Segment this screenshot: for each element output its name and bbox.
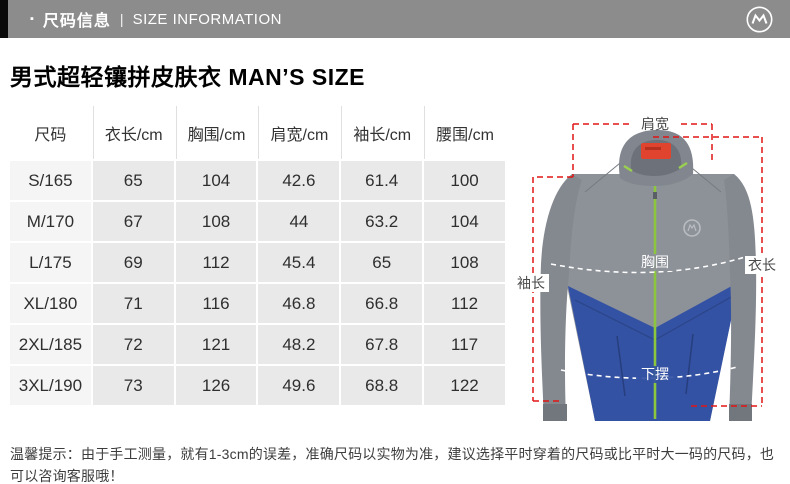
section-title-en: SIZE INFORMATION — [132, 10, 282, 28]
size-row-3xl: 3XL/190 73 126 49.6 68.8 122 — [10, 366, 505, 405]
chest-label: 胸围 — [641, 254, 669, 270]
section-header-bar: ▪ 尺码信息 | SIZE INFORMATION — [0, 0, 790, 38]
table-cell: L/175 — [10, 243, 91, 282]
table-cell: 68.8 — [341, 366, 423, 405]
brand-m-circle-logo-icon — [746, 6, 773, 33]
shoulder-width-label: 肩宽 — [641, 116, 669, 132]
sleeve-length-label: 袖长 — [517, 275, 545, 291]
section-title-cn: 尺码信息 — [42, 13, 111, 30]
table-cell: 121 — [175, 325, 257, 364]
page-title: 男式超轻镶拼皮肤衣 MAN’S SIZE — [10, 64, 366, 90]
table-cell: 112 — [424, 284, 505, 323]
left-cuff — [543, 404, 567, 421]
table-cell: XL/180 — [10, 284, 91, 323]
table-cell: 66.8 — [341, 284, 423, 323]
table-cell: 122 — [424, 366, 505, 405]
table-cell: 44 — [258, 202, 340, 241]
table-cell: 71 — [92, 284, 174, 323]
col-header-size: 尺码 — [10, 106, 91, 159]
table-cell: 45.4 — [258, 243, 340, 282]
table-cell: S/165 — [10, 161, 91, 200]
table-cell: 73 — [92, 366, 174, 405]
table-cell: 108 — [175, 202, 257, 241]
table-cell: 112 — [175, 243, 257, 282]
collar-green-accents — [623, 161, 688, 173]
table-cell: 46.8 — [258, 284, 340, 323]
main-content: 尺码 衣长/cm 胸围/cm 肩宽/cm 袖长/cm 腰围/cm S/165 6… — [0, 104, 790, 436]
table-cell: 65 — [341, 243, 423, 282]
zipper-pull — [653, 192, 657, 199]
col-header-sleeve: 袖长/cm — [341, 106, 423, 159]
title-separator: | — [119, 11, 124, 27]
table-cell: 100 — [424, 161, 505, 200]
chest-dashed-line — [550, 256, 746, 274]
col-header-waist: 腰围/cm — [424, 106, 505, 159]
size-row-l: L/175 69 112 45.4 65 108 — [10, 243, 505, 282]
hem-label: 下摆 — [641, 366, 669, 382]
table-cell: 104 — [175, 161, 257, 200]
collar-red-label — [641, 143, 671, 159]
table-cell: 48.2 — [258, 325, 340, 364]
table-cell: 61.4 — [341, 161, 423, 200]
table-cell: 104 — [424, 202, 505, 241]
col-header-chest: 胸围/cm — [175, 106, 257, 159]
square-bullet-icon: ▪ — [30, 12, 34, 25]
table-cell: 67 — [92, 202, 174, 241]
table-cell: 72 — [92, 325, 174, 364]
table-cell: 3XL/190 — [10, 366, 91, 405]
warm-tip-text: 温馨提示：由于手工测量，就有1-3cm的误差，准确尺码以实物为准，建议选择平时穿… — [10, 446, 775, 484]
col-header-garment-length: 衣长/cm — [92, 106, 174, 159]
table-cell: 65 — [92, 161, 174, 200]
jacket-illustration: 胸围 下摆 肩宽 衣长 袖长 — [513, 116, 779, 421]
table-header-row: 尺码 衣长/cm 胸围/cm 肩宽/cm 袖长/cm 腰围/cm — [10, 106, 505, 159]
table-cell: 108 — [424, 243, 505, 282]
table-cell: 67.8 — [341, 325, 423, 364]
size-row-xl: XL/180 71 116 46.8 66.8 112 — [10, 284, 505, 323]
left-sleeve — [540, 174, 582, 420]
size-row-m: M/170 67 108 44 63.2 104 — [10, 202, 505, 241]
size-table: 尺码 衣长/cm 胸围/cm 肩宽/cm 袖长/cm 腰围/cm S/165 6… — [8, 104, 507, 407]
table-cell: 49.6 — [258, 366, 340, 405]
table-cell: 69 — [92, 243, 174, 282]
table-cell: 126 — [175, 366, 257, 405]
jacket-measurement-figure: 胸围 下摆 肩宽 衣长 袖长 — [505, 104, 790, 436]
chest-logo-icon — [683, 219, 701, 237]
table-cell: 116 — [175, 284, 257, 323]
right-sleeve — [724, 174, 757, 420]
table-cell: M/170 — [10, 202, 91, 241]
garment-length-label: 衣长 — [748, 257, 776, 273]
table-cell: 42.6 — [258, 161, 340, 200]
table-cell: 117 — [424, 325, 505, 364]
size-row-2xl: 2XL/185 72 121 48.2 67.8 117 — [10, 325, 505, 364]
table-cell: 63.2 — [341, 202, 423, 241]
header-left-black-edge — [0, 0, 8, 38]
col-header-shoulder: 肩宽/cm — [258, 106, 340, 159]
size-row-s: S/165 65 104 42.6 61.4 100 — [10, 161, 505, 200]
right-cuff — [729, 404, 752, 421]
table-cell: 2XL/185 — [10, 325, 91, 364]
